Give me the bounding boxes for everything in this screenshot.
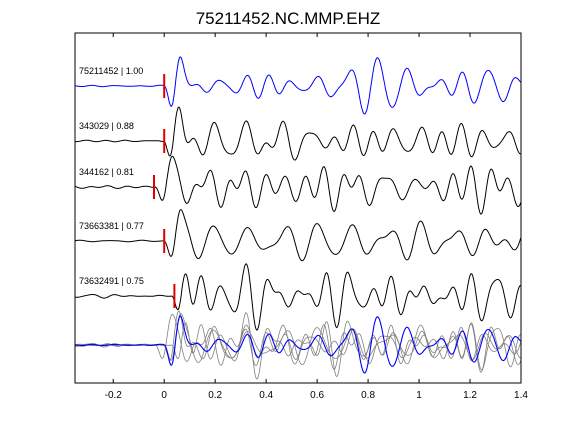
trace-line: [74, 56, 522, 115]
trace-73663381: 73663381 | 0.77: [74, 209, 522, 262]
trace-73632491: 73632491 | 0.75: [74, 263, 521, 331]
x-tick-label: 0.6: [310, 390, 324, 401]
trace-label: 73663381 | 0.77: [79, 221, 144, 231]
x-tick-label: 0.8: [361, 390, 375, 401]
x-tick-label: 1.4: [514, 390, 528, 401]
trace-line: [74, 263, 521, 331]
trace-343029: 343029 | 0.88: [75, 106, 521, 161]
x-tick-label: -0.2: [105, 390, 123, 401]
x-axis: -0.2 0 0.2 0.4 0.6 0.8 1 1.2 1.4: [105, 33, 528, 401]
overlay-reference-trace: [74, 315, 522, 374]
x-tick-label: 0.4: [259, 390, 273, 401]
trace-line: [74, 209, 522, 262]
trace-label: 343029 | 0.88: [79, 121, 134, 131]
x-tick-label: 0: [161, 390, 167, 401]
stacked-overlay: [74, 310, 522, 380]
x-tick-label: 1.2: [463, 390, 477, 401]
trace-line: [74, 155, 522, 215]
overlay-trace: [74, 312, 521, 380]
trace-line: [75, 106, 521, 161]
plot-area: 75211452 | 1.00 343029 | 0.88 344162 | 0.8…: [74, 56, 522, 380]
trace-75211452: 75211452 | 1.00: [74, 56, 522, 115]
trace-label: 75211452 | 1.00: [79, 66, 143, 76]
x-tick-label: 0.2: [208, 390, 222, 401]
axes-frame: [74, 32, 522, 384]
trace-label: 344162 | 0.81: [79, 167, 134, 177]
trace-344162: 344162 | 0.81: [74, 155, 522, 215]
trace-label: 73632491 | 0.75: [79, 276, 144, 286]
chart-title: 75211452.NC.MMP.EHZ: [196, 9, 381, 28]
overlay-trace: [74, 313, 522, 373]
x-tick-label: 1: [416, 390, 422, 401]
overlay-trace: [74, 313, 522, 366]
